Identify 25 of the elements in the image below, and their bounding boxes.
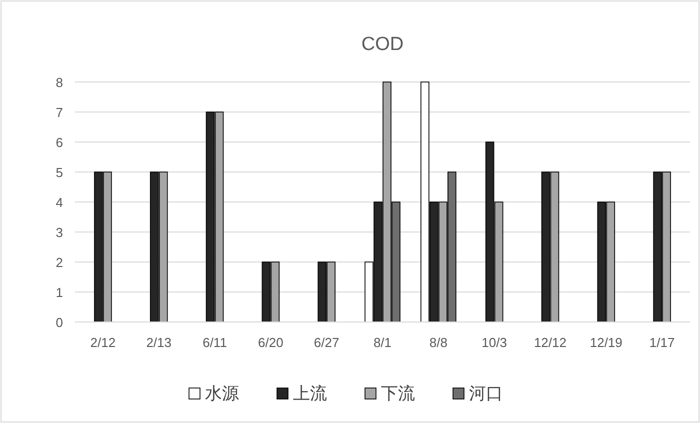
y-tick-label: 2 — [56, 255, 63, 270]
y-tick-label: 8 — [56, 75, 63, 90]
chart-title: COD — [361, 34, 404, 55]
legend-label: 河口 — [469, 384, 503, 403]
x-tick-label: 2/13 — [146, 335, 172, 350]
x-tick-label: 12/19 — [590, 335, 622, 350]
x-tick-label: 6/27 — [314, 335, 340, 350]
y-tick-label: 6 — [56, 135, 63, 150]
legend-label: 下流 — [381, 384, 415, 403]
y-tick-label: 7 — [56, 105, 63, 120]
y-tick-label: 1 — [56, 285, 63, 300]
x-tick-label: 8/1 — [373, 335, 392, 350]
legend-label: 上流 — [293, 384, 327, 403]
x-tick-label: 1/17 — [649, 335, 675, 350]
x-tick-label: 10/3 — [482, 335, 507, 350]
y-tick-label: 3 — [56, 225, 63, 240]
y-tick-label: 5 — [56, 165, 63, 180]
x-tick-label: 2/12 — [90, 335, 116, 350]
x-tick-label: 6/20 — [258, 335, 284, 350]
legend-label: 水源 — [205, 384, 239, 403]
x-tick-label: 6/11 — [202, 335, 227, 350]
y-tick-label: 4 — [56, 195, 63, 210]
x-tick-label: 12/12 — [534, 335, 566, 350]
y-tick-label: 0 — [56, 315, 63, 330]
x-tick-label: 8/8 — [429, 335, 448, 350]
